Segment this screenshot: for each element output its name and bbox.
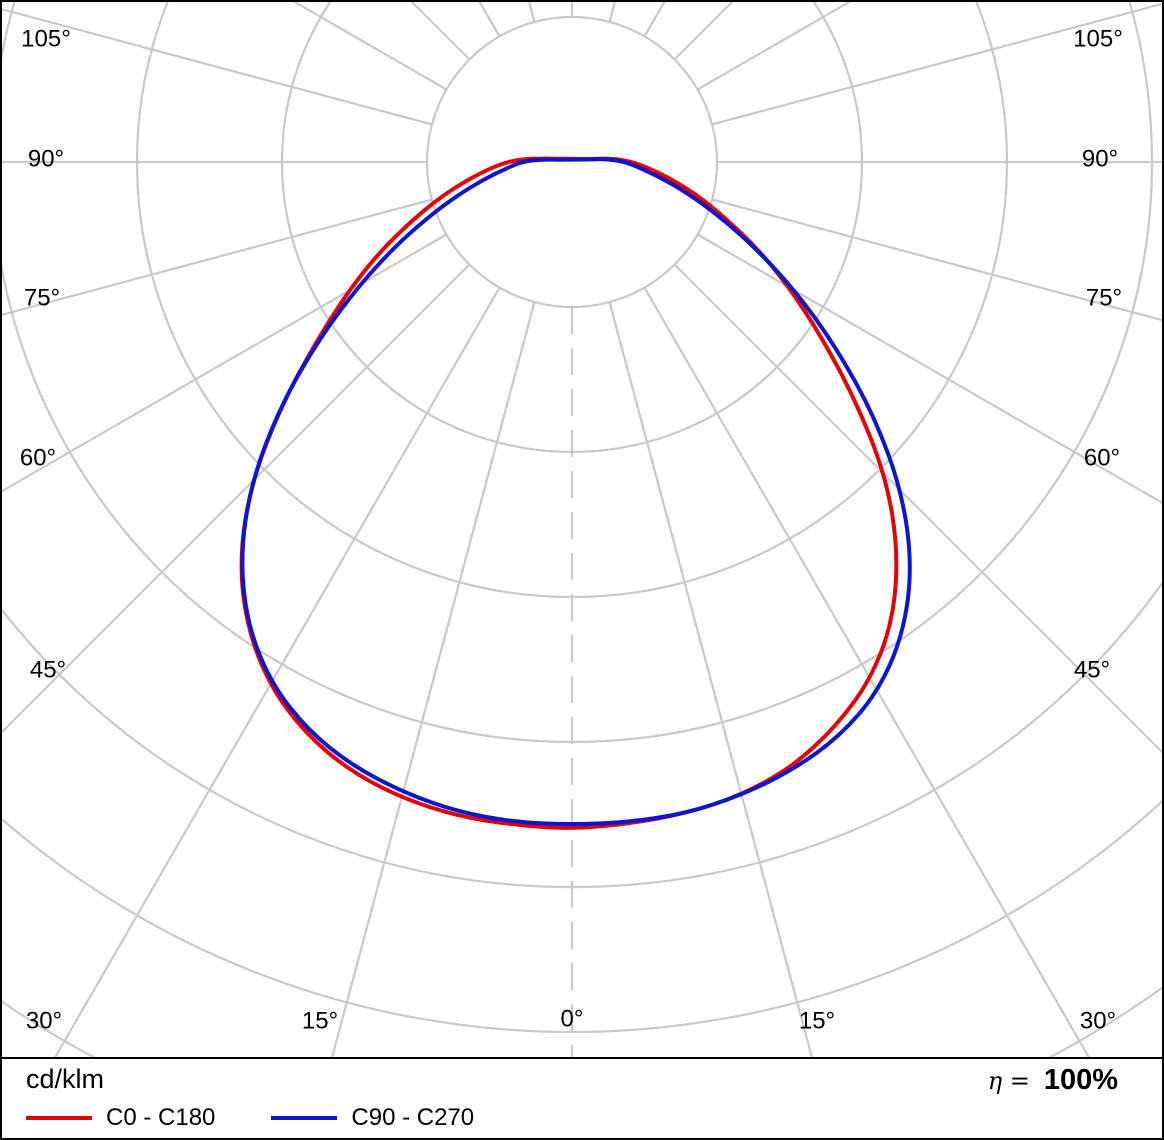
grid-ray — [643, 287, 1090, 1057]
units-label: cd/klm — [26, 1064, 105, 1094]
grid-ray — [2, 233, 447, 493]
curve-c0-c180 — [239, 156, 899, 830]
grid-ring — [2, 581, 1162, 888]
angle-label: 105° — [21, 25, 71, 52]
angle-label: 60° — [1084, 444, 1120, 471]
angle-label: 45° — [1074, 656, 1110, 683]
grid-ray — [2, 198, 433, 316]
angle-label: 105° — [1073, 25, 1123, 52]
efficiency-value: 100% — [1043, 1064, 1118, 1096]
grid-ray — [711, 2, 1162, 126]
angle-label: 30° — [1080, 1007, 1116, 1034]
angle-label: 90° — [1082, 145, 1118, 172]
legend: C0 - C180 C90 - C270 — [26, 1104, 530, 1132]
legend-label-c0-c180: C0 - C180 — [106, 1104, 216, 1131]
grid-ring — [280, 2, 864, 454]
angle-label: 15° — [302, 1007, 338, 1034]
grid-ray — [673, 263, 1162, 754]
angle-labels: 105° 90° 75° 60° 45° 30° 15° 0° 15° 30° 45° 60° 75° 9… — [20, 25, 1123, 1034]
grid-ring — [2, 799, 1162, 1033]
grid-ray — [478, 2, 501, 37]
legend-item-c90-c270: C90 - C270 — [271, 1104, 474, 1132]
grid-ring — [425, 15, 719, 309]
legend-swatch-red-line — [26, 1116, 92, 1120]
grid-ray — [711, 198, 1162, 322]
angle-label: 90° — [28, 145, 64, 172]
plot-footer-divider — [2, 1057, 1162, 1059]
legend-swatch-blue-line — [271, 1116, 338, 1120]
grid-ray — [2, 263, 471, 734]
angle-label: 75° — [1086, 284, 1122, 311]
grid-ring — [136, 2, 1008, 598]
grid-ray — [410, 2, 471, 61]
efficiency-symbol: η = — [987, 1067, 1030, 1095]
grid-ray — [331, 301, 536, 1057]
angle-label: 75° — [24, 284, 60, 311]
angle-label: 60° — [20, 444, 56, 471]
grid-ray — [697, 233, 1162, 504]
efficiency-readout: η = 100% — [988, 1064, 1118, 1097]
angle-label: 0° — [561, 1005, 584, 1032]
grid-ray — [608, 301, 813, 1057]
angle-label: 45° — [30, 656, 66, 683]
grid-ray — [54, 287, 501, 1057]
legend-item-c0-c180: C0 - C180 — [26, 1104, 215, 1132]
grid-ring — [2, 2, 1153, 743]
legend-label-c90-c270: C90 - C270 — [351, 1104, 475, 1131]
curve-c90-c270 — [240, 157, 912, 826]
angle-label: 15° — [799, 1007, 835, 1034]
angle-label: 30° — [26, 1007, 62, 1034]
grid-ray — [2, 8, 433, 126]
